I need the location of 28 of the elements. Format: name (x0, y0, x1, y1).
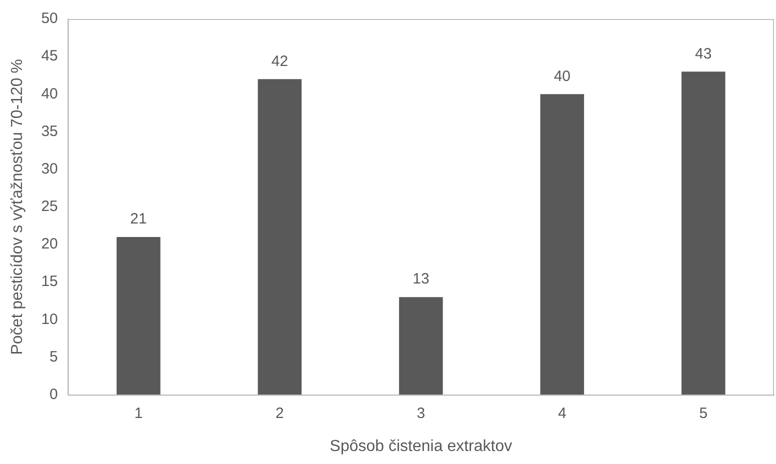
y-tick-label: 0 (50, 386, 58, 403)
data-label: 42 (271, 52, 288, 70)
x-axis-title: Spôsob čistenia extraktov (330, 438, 512, 455)
y-tick-label: 35 (41, 122, 58, 140)
bar (682, 72, 726, 395)
y-tick-label: 10 (41, 310, 58, 328)
y-tick-label: 50 (41, 10, 58, 28)
data-label: 43 (695, 45, 712, 62)
y-tick-label: 15 (41, 273, 58, 290)
bar (399, 297, 443, 395)
y-tick-label: 40 (41, 85, 58, 102)
bar (116, 236, 160, 395)
x-tick-label: 1 (134, 404, 143, 422)
y-axis-title: Počet pesticídov s výťažnosťou 70-120 % (9, 59, 26, 355)
x-tick-label: 5 (699, 404, 708, 422)
data-label: 21 (130, 210, 147, 228)
y-tick-label: 20 (41, 236, 58, 253)
x-tick-label: 2 (276, 404, 284, 422)
bar (540, 94, 584, 395)
y-tick-label: 5 (50, 348, 58, 366)
x-tick-label: 3 (416, 404, 426, 422)
data-label: 13 (412, 270, 430, 288)
data-label: 40 (554, 68, 571, 85)
y-tick-label: 25 (41, 198, 58, 216)
bar (258, 79, 302, 395)
y-tick-label: 45 (41, 48, 58, 65)
y-tick-label: 30 (41, 160, 58, 178)
x-tick-label: 4 (558, 404, 566, 422)
